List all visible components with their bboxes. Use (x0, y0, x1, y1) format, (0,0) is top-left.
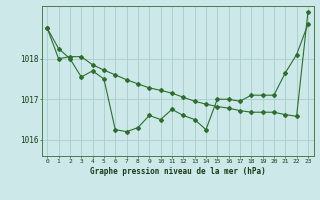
X-axis label: Graphe pression niveau de la mer (hPa): Graphe pression niveau de la mer (hPa) (90, 167, 266, 176)
